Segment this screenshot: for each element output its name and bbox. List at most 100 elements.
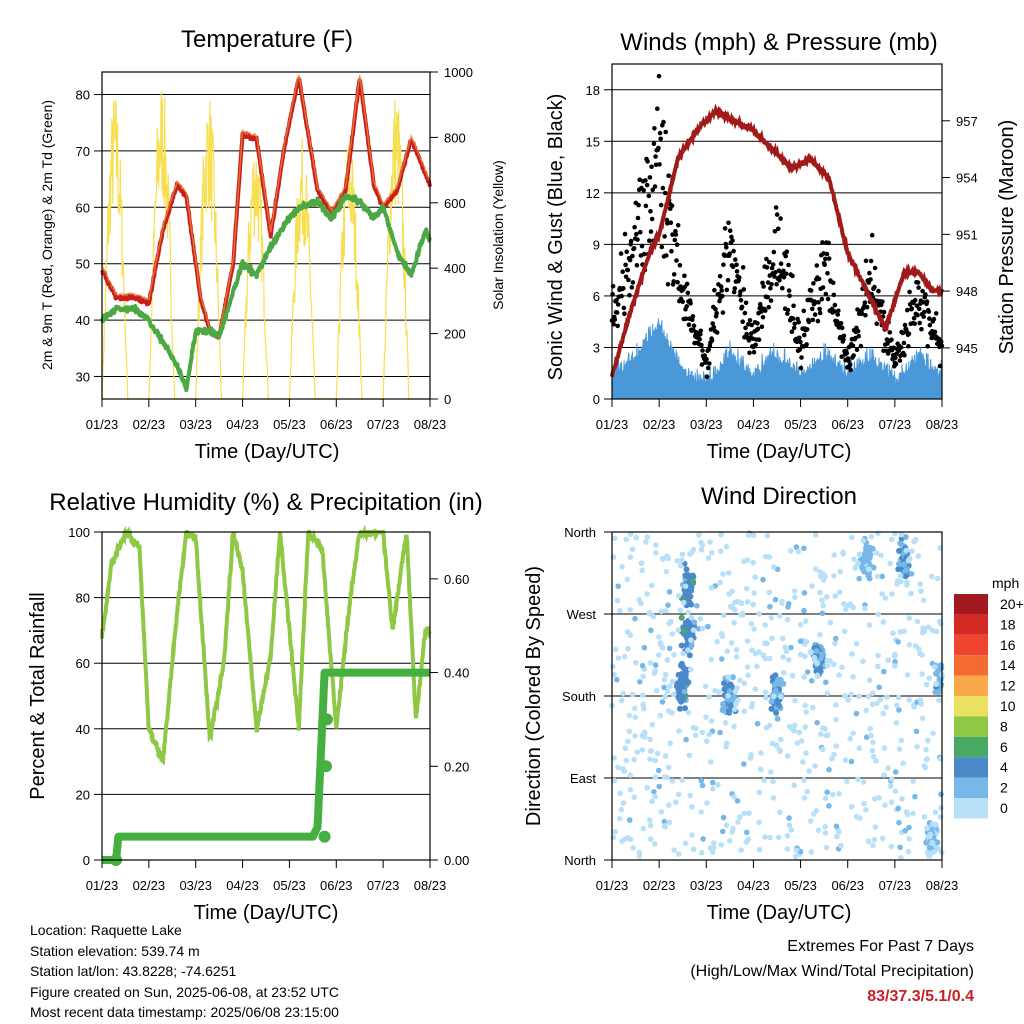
gust-point [819,296,825,302]
plot-area [98,524,434,866]
direction-point [743,839,750,845]
direction-point [803,618,809,624]
direction-point [849,534,855,541]
direction-point [824,690,831,697]
direction-point [738,847,744,853]
direction-point [877,696,884,703]
direction-point [932,689,938,695]
direction-point [808,849,815,855]
direction-point [894,578,901,584]
direction-point [865,838,872,845]
direction-point [651,670,658,676]
direction-point [666,645,673,652]
gust-point [791,303,796,309]
direction-point [609,663,616,670]
legend-label: 14 [1000,657,1016,673]
direction-point [769,740,776,747]
y2-tick-label: 0.20 [444,759,469,774]
gust-point [704,356,709,362]
direction-point [750,601,756,608]
direction-point [710,849,716,856]
gust-point [614,298,619,303]
direction-point [744,664,751,670]
gust-point [709,338,715,343]
direction-point [718,842,725,848]
y-tick-label: 50 [76,257,90,272]
direction-point [796,729,803,736]
direction-point [723,740,730,747]
gust-point [887,330,893,335]
extremes-value: 83/37.3/5.1/0.4 [867,988,974,1005]
direction-point [863,707,869,714]
legend-label: 0 [1000,800,1008,816]
direction-point [906,824,912,831]
latlon-text: Station lat/lon: 43.8228; -74.6251 [30,963,237,980]
direction-point [708,718,715,724]
gust-point [699,342,704,348]
gust-point [817,310,823,316]
direction-point [897,572,904,579]
direction-point [675,791,682,798]
legend-swatch [954,594,988,615]
direction-point [769,635,775,642]
y-axis-label: 2m & 9m T (Red, Orange) & 2m Td (Green) [39,100,55,370]
direction-point [624,576,631,583]
direction-point [716,689,722,695]
gust-point [726,220,731,226]
direction-point [842,757,849,763]
direction-point [677,705,683,712]
direction-point [778,693,784,700]
panel-title: Winds (mph) & Pressure (mb) [620,29,937,56]
direction-point [875,652,881,659]
gust-point [682,273,687,279]
direction-point [690,627,697,633]
direction-point [836,790,842,797]
direction-point [647,756,653,763]
direction-point [812,532,819,538]
direction-point [708,656,715,663]
direction-point [681,688,688,695]
legend-swatch [954,696,988,717]
gust-point [772,274,777,279]
precipitation-line [98,668,434,864]
direction-point [797,638,804,644]
direction-point [892,663,898,669]
direction-point [726,570,732,576]
direction-point [764,533,771,539]
gust-point [867,270,872,276]
direction-point [675,627,682,633]
panel-1: Temperature (F) Time (Day/UTC) 2m & 9m T (… [39,26,506,463]
gust-point [790,316,796,321]
direction-point [904,579,910,586]
direction-point [685,647,691,653]
direction-point [692,732,699,739]
x-tick-label: 05/23 [784,417,817,432]
recent-text: Most recent data timestamp: 2025/06/08 2… [30,1004,339,1021]
direction-point [836,672,842,678]
panel-3: Relative Humidity (%) & Precipitation (i… [27,489,483,924]
direction-point [612,828,618,835]
gust-point [691,323,697,329]
gust-point [647,175,653,180]
y2-tick-label: 0.40 [444,666,469,681]
gust-point [932,329,938,335]
gust-point [868,277,873,282]
direction-point [926,675,933,681]
direction-point [661,676,668,683]
gust-point [764,256,769,262]
direction-point [931,848,938,855]
direction-point [895,805,902,812]
direction-point [777,809,783,816]
direction-point [637,679,643,685]
precipitation-point [318,830,331,843]
direction-point [817,569,823,575]
gust-point [622,231,628,237]
gust-point [770,262,776,267]
direction-point [619,838,625,844]
direction-point [656,783,662,790]
gust-point [902,352,907,358]
direction-point [678,660,685,667]
direction-point [722,720,729,726]
y-tick-label: 40 [76,313,90,328]
direction-point [938,804,944,811]
